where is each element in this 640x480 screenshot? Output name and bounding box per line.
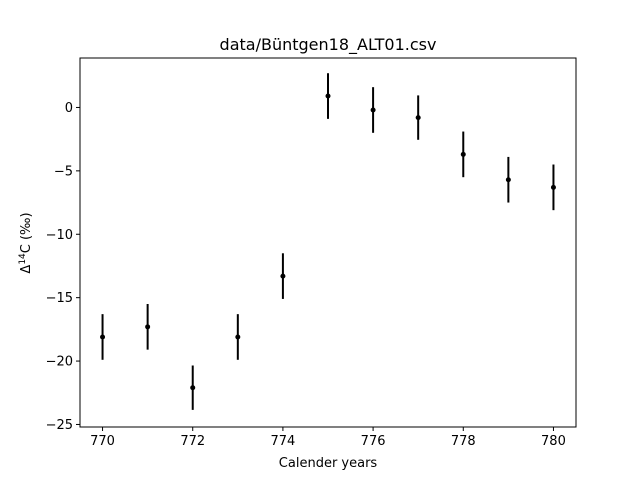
chart-title: data/Büntgen18_ALT01.csv — [220, 35, 437, 55]
x-tick-label: 776 — [361, 434, 386, 449]
data-point — [370, 107, 376, 113]
data-point — [505, 177, 511, 183]
x-tick-label: 770 — [90, 434, 115, 449]
data-point — [100, 334, 106, 340]
y-axis-label-rest: C (‰) — [19, 212, 34, 253]
x-tick-label: 778 — [451, 434, 476, 449]
x-tick-label: 772 — [180, 434, 205, 449]
data-point — [280, 273, 286, 279]
data-point — [145, 324, 151, 330]
y-tick-label: −20 — [46, 355, 73, 370]
x-axis-label: Calender years — [279, 456, 378, 471]
y-tick-label: 0 — [65, 101, 73, 116]
y-axis-label-delta: Δ — [19, 265, 34, 274]
data-point — [190, 385, 196, 391]
plot-area: 770 772 774 776 778 780 0 −5 −10 −15 −20 −25 — [46, 57, 577, 449]
data-point — [235, 334, 241, 340]
axes-frame — [79, 57, 577, 428]
data-point — [415, 115, 421, 121]
y-tick-label: −10 — [46, 228, 73, 243]
data-point — [325, 93, 331, 99]
y-axis-label-superscript: 14 — [18, 253, 28, 265]
y-tick-label: −15 — [46, 291, 73, 306]
y-tick-label: −5 — [54, 164, 73, 179]
data-point — [460, 151, 466, 157]
x-tick-label: 780 — [541, 434, 566, 449]
data-point — [550, 184, 556, 190]
y-tick-label: −25 — [46, 418, 73, 433]
x-tick-label: 774 — [270, 434, 295, 449]
y-axis-label: Δ14C (‰) — [18, 212, 34, 273]
